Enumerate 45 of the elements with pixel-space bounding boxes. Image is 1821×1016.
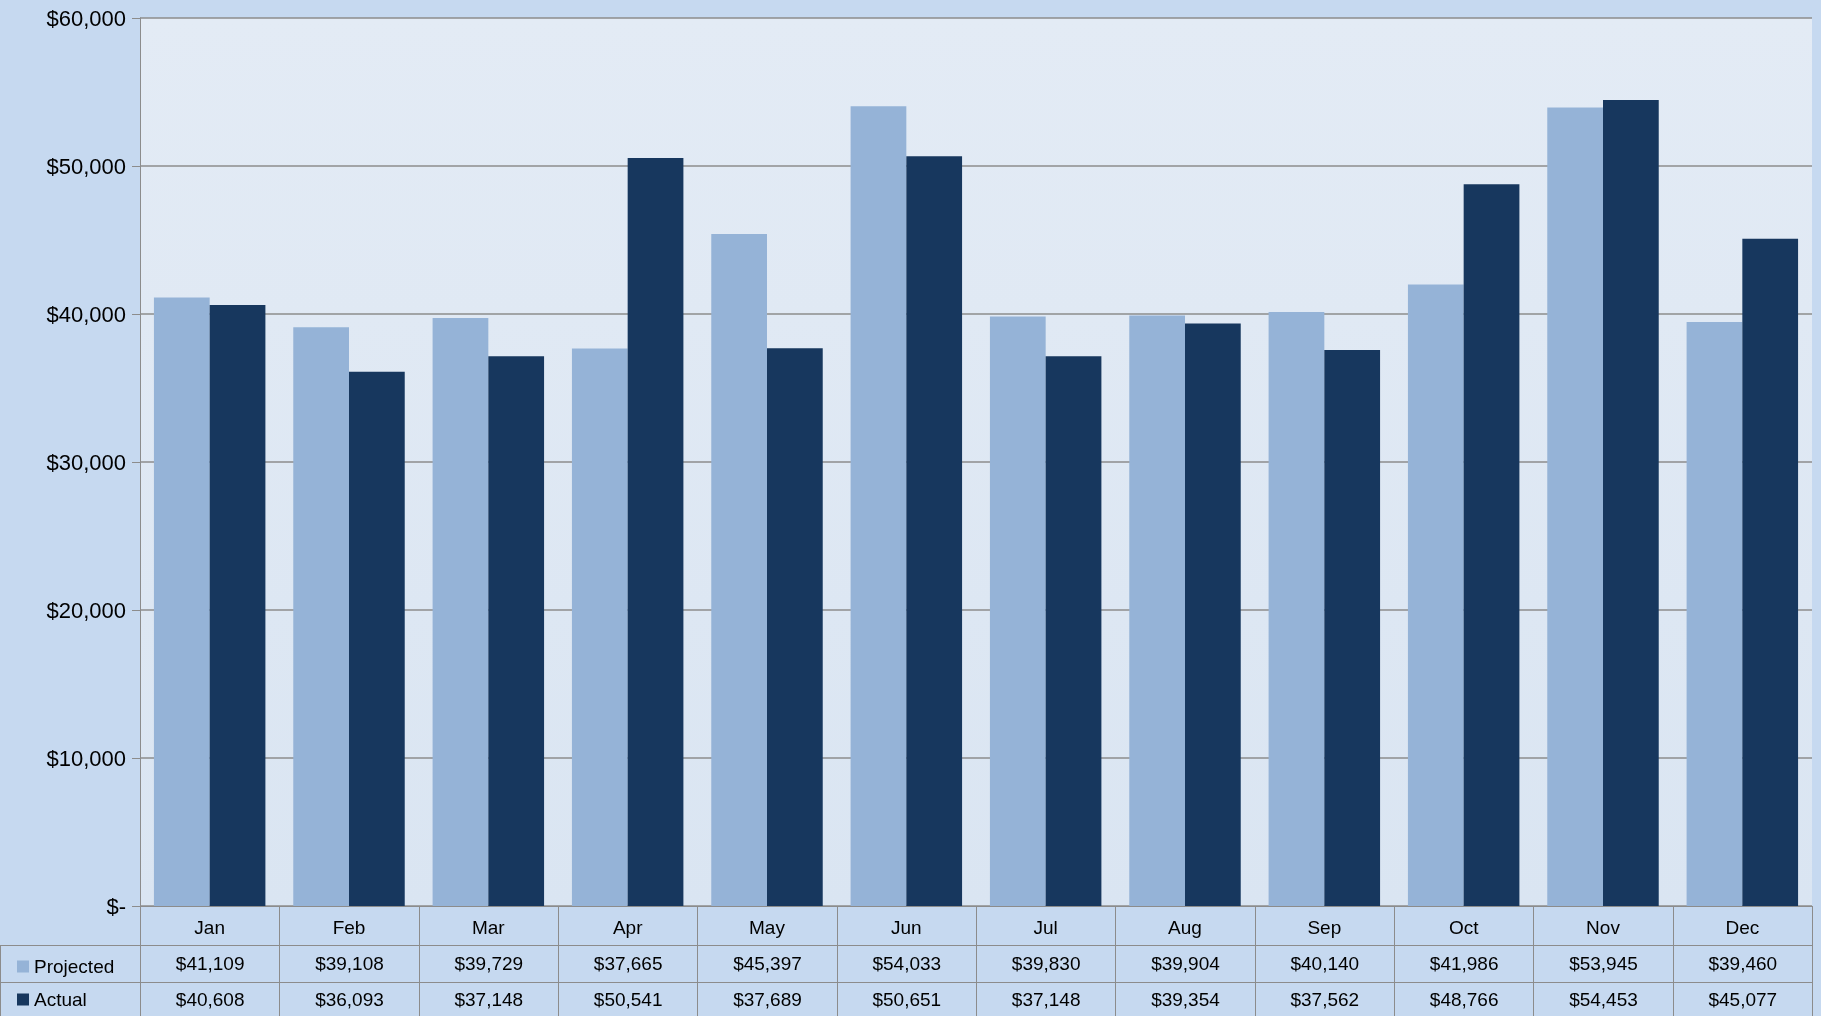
data-label: $40,140: [1254, 945, 1395, 983]
legend-label: Projected: [34, 956, 115, 977]
x-tick-label: Apr: [612, 917, 644, 938]
data-label: $39,729: [418, 945, 559, 983]
data-label: $41,109: [140, 945, 281, 983]
data-label: $45,077: [1672, 982, 1813, 1016]
data-label: $40,608: [140, 982, 281, 1016]
y-tick-label: $60,000: [46, 5, 126, 31]
data-label: $39,108: [279, 945, 420, 983]
data-label: $39,354: [1115, 982, 1256, 1016]
x-tick-label: Feb: [332, 917, 366, 938]
y-tick-label: $50,000: [46, 153, 126, 179]
data-label: $48,766: [1394, 982, 1535, 1016]
x-tick-label: Jul: [1033, 917, 1058, 938]
data-label: $37,148: [976, 982, 1117, 1016]
data-label: $50,651: [836, 982, 977, 1016]
x-tick-label: Mar: [471, 917, 506, 938]
x-tick-label: Nov: [1586, 917, 1621, 938]
data-label: $41,986: [1394, 945, 1535, 983]
x-tick-label: Aug: [1168, 917, 1202, 938]
y-tick-label: $40,000: [46, 301, 126, 327]
y-tick-label: $10,000: [46, 745, 126, 771]
data-label: $37,562: [1254, 982, 1395, 1016]
data-label: $39,904: [1115, 945, 1256, 983]
y-tick-label: $20,000: [46, 597, 126, 623]
legend-label: Actual: [34, 989, 87, 1010]
x-tick-label: May: [749, 917, 786, 938]
data-label: $37,148: [418, 982, 559, 1016]
x-tick-label: Jan: [194, 917, 225, 938]
y-tick-label: $-: [106, 893, 126, 919]
data-label: $36,093: [279, 982, 420, 1016]
data-label: $45,397: [697, 945, 838, 983]
x-tick-label: Jun: [891, 917, 922, 938]
data-label: $39,830: [976, 945, 1117, 983]
data-label: $39,460: [1672, 945, 1813, 983]
x-tick-label: Dec: [1725, 917, 1760, 938]
data-label: $50,541: [558, 982, 699, 1016]
data-label: $37,689: [697, 982, 838, 1016]
y-tick-label: $30,000: [46, 449, 126, 475]
data-label: $37,665: [558, 945, 699, 983]
data-label: $54,453: [1533, 982, 1674, 1016]
x-tick-label: Oct: [1448, 917, 1480, 938]
x-tick-label: Sep: [1307, 917, 1342, 938]
data-label: $53,945: [1533, 945, 1674, 983]
data-label: $54,033: [836, 945, 977, 983]
